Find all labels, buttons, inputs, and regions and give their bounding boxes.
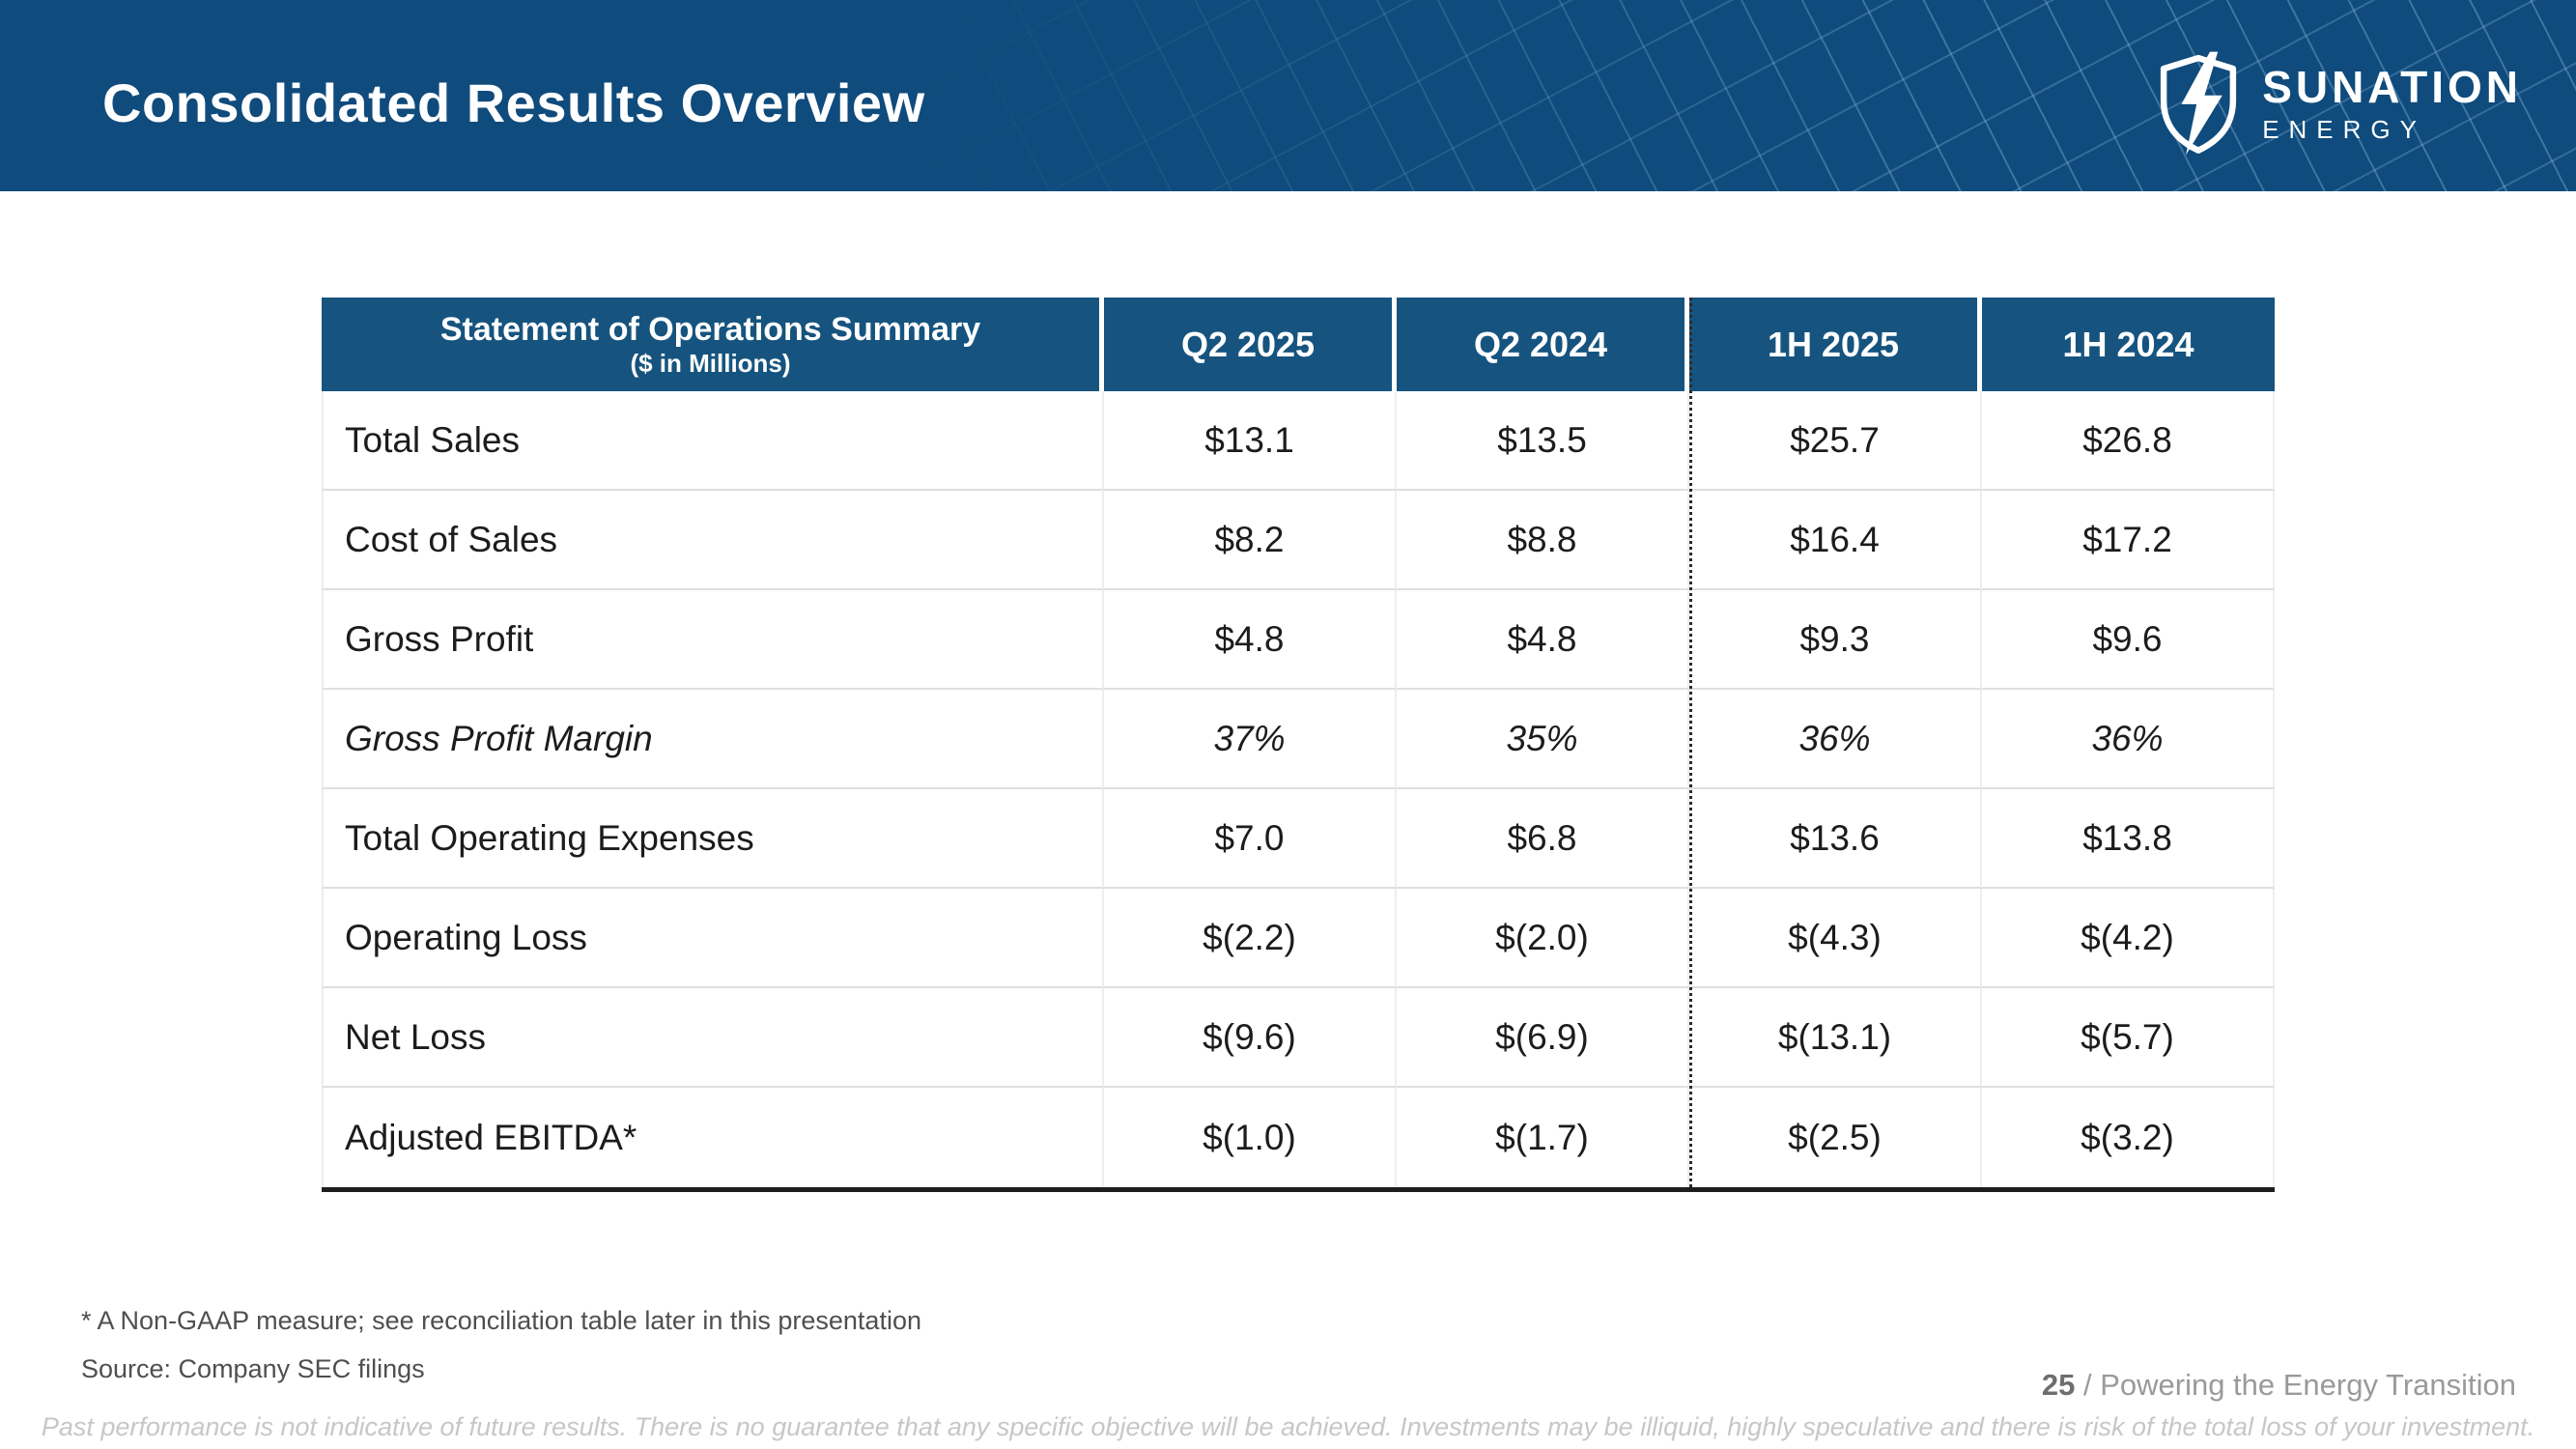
cell-value: $25.7	[1689, 391, 1982, 491]
cell-value: $(13.1)	[1689, 988, 1982, 1088]
column-header-1h-2025: 1H 2025	[1689, 298, 1982, 391]
cell-value: $4.8	[1104, 590, 1397, 690]
cell-value: $8.2	[1104, 491, 1397, 590]
row-label-gross-profit: Gross Profit	[322, 590, 1104, 690]
cell-value: $7.0	[1104, 789, 1397, 889]
column-header-q2-2025: Q2 2025	[1104, 298, 1397, 391]
page-title: Consolidated Results Overview	[102, 72, 925, 133]
row-label-gross-profit-margin: Gross Profit Margin	[322, 690, 1104, 789]
cell-value: $(2.5)	[1689, 1088, 1982, 1187]
row-label-adjusted-ebitda: Adjusted EBITDA*	[322, 1088, 1104, 1187]
row-label-cost-of-sales: Cost of Sales	[322, 491, 1104, 590]
cell-value: $(1.7)	[1397, 1088, 1689, 1187]
logo-brand: SUNATION	[2262, 62, 2522, 112]
source-note: Source: Company SEC filings	[81, 1354, 425, 1383]
cell-value: $(2.2)	[1104, 889, 1397, 988]
cell-value: $17.2	[1982, 491, 2275, 590]
cell-value: $(5.7)	[1982, 988, 2275, 1088]
header-banner: Consolidated Results Overview SUNATION E…	[0, 0, 2576, 191]
cell-value: $13.5	[1397, 391, 1689, 491]
cell-value: 37%	[1104, 690, 1397, 789]
cell-value: $26.8	[1982, 391, 2275, 491]
cell-value: $9.3	[1689, 590, 1982, 690]
column-header-1h-2024: 1H 2024	[1982, 298, 2275, 391]
cell-value: $(3.2)	[1982, 1088, 2275, 1187]
period-divider-line	[1689, 298, 1692, 1187]
cell-value: $(2.0)	[1397, 889, 1689, 988]
non-gaap-footnote: * A Non-GAAP measure; see reconciliation…	[81, 1306, 921, 1335]
company-logo: SUNATION ENERGY	[2154, 50, 2522, 156]
table-subtitle: ($ in Millions)	[630, 349, 791, 379]
logo-text: SUNATION ENERGY	[2262, 65, 2522, 142]
page-number-line: 25 / Powering the Energy Transition	[2042, 1368, 2516, 1403]
cell-value: $16.4	[1689, 491, 1982, 590]
cell-value: $(6.9)	[1397, 988, 1689, 1088]
table-title: Statement of Operations Summary	[439, 310, 981, 348]
cell-value: $4.8	[1397, 590, 1689, 690]
cell-value: $13.8	[1982, 789, 2275, 889]
cell-value: $(4.3)	[1689, 889, 1982, 988]
cell-value: $(4.2)	[1982, 889, 2275, 988]
cell-value: $13.6	[1689, 789, 1982, 889]
cell-value: $13.1	[1104, 391, 1397, 491]
shield-lightning-icon	[2154, 50, 2243, 156]
column-header-q2-2024: Q2 2024	[1397, 298, 1689, 391]
page-number: 25	[2041, 1368, 2076, 1402]
cell-value: $6.8	[1397, 789, 1689, 889]
statement-of-operations-table: Statement of Operations Summary ($ in Mi…	[322, 298, 2275, 1192]
page-separator: /	[2075, 1368, 2101, 1402]
tagline: Powering the Energy Transition	[2100, 1368, 2516, 1402]
legal-disclaimer: Past performance is not indicative of fu…	[41, 1412, 2535, 1441]
cell-value: $(1.0)	[1104, 1088, 1397, 1187]
row-label-total-operating-expenses: Total Operating Expenses	[322, 789, 1104, 889]
row-label-total-sales: Total Sales	[322, 391, 1104, 491]
banner-fade	[927, 0, 2576, 191]
cell-value: $8.8	[1397, 491, 1689, 590]
logo-brand-sub: ENERGY	[2262, 115, 2426, 144]
row-label-net-loss: Net Loss	[322, 988, 1104, 1088]
cell-value: $(9.6)	[1104, 988, 1397, 1088]
cell-value: 35%	[1397, 690, 1689, 789]
cell-value: $9.6	[1982, 590, 2275, 690]
row-label-operating-loss: Operating Loss	[322, 889, 1104, 988]
cell-value: 36%	[1982, 690, 2275, 789]
cell-value: 36%	[1689, 690, 1982, 789]
table-header-title-cell: Statement of Operations Summary ($ in Mi…	[322, 298, 1104, 391]
